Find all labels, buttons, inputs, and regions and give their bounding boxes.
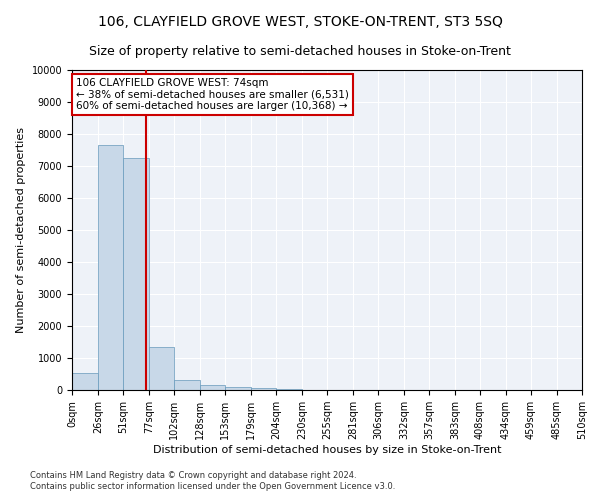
Text: 106 CLAYFIELD GROVE WEST: 74sqm
← 38% of semi-detached houses are smaller (6,531: 106 CLAYFIELD GROVE WEST: 74sqm ← 38% of… <box>76 78 349 111</box>
Y-axis label: Number of semi-detached properties: Number of semi-detached properties <box>16 127 26 333</box>
Bar <box>225 387 251 390</box>
Bar <box>200 385 225 390</box>
Bar <box>251 388 276 390</box>
Text: Contains HM Land Registry data © Crown copyright and database right 2024.: Contains HM Land Registry data © Crown c… <box>30 470 356 480</box>
Text: Contains public sector information licensed under the Open Government Licence v3: Contains public sector information licen… <box>30 482 395 491</box>
Bar <box>123 158 149 390</box>
Bar <box>72 373 98 390</box>
Bar <box>98 145 123 390</box>
Text: Size of property relative to semi-detached houses in Stoke-on-Trent: Size of property relative to semi-detach… <box>89 45 511 58</box>
Bar <box>149 347 174 390</box>
Bar <box>174 380 200 390</box>
Bar <box>276 389 302 390</box>
Text: 106, CLAYFIELD GROVE WEST, STOKE-ON-TRENT, ST3 5SQ: 106, CLAYFIELD GROVE WEST, STOKE-ON-TREN… <box>98 15 502 29</box>
X-axis label: Distribution of semi-detached houses by size in Stoke-on-Trent: Distribution of semi-detached houses by … <box>153 445 501 455</box>
